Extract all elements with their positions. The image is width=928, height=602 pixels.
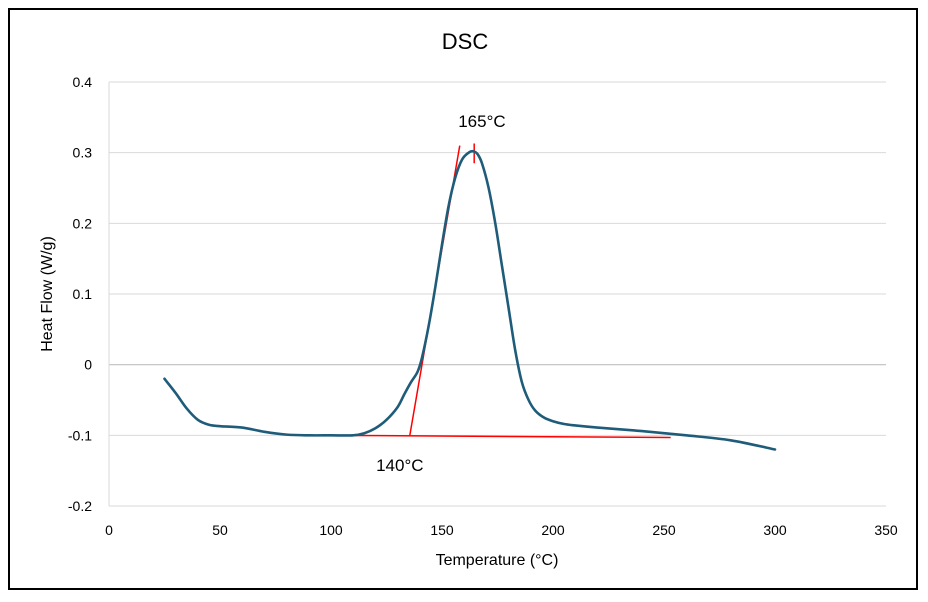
x-axis-label: Temperature (°C) — [436, 552, 559, 569]
x-tick-label: 350 — [874, 522, 898, 538]
axes — [108, 82, 886, 506]
annotation-label: 165°C — [458, 112, 505, 131]
chart-frame — [8, 8, 918, 590]
baseline-tangent-line — [324, 434, 671, 439]
y-tick-label: 0 — [84, 357, 92, 373]
x-tick-label: 0 — [105, 522, 113, 538]
annotations: 165°C 140°C — [376, 112, 506, 475]
annotation-lines — [324, 143, 671, 439]
y-tick-label: -0.2 — [68, 498, 92, 514]
x-tick-label: 150 — [430, 522, 454, 538]
x-tick-label: 250 — [652, 522, 676, 538]
gridlines — [109, 81, 886, 507]
series — [163, 149, 777, 451]
y-tick-label: 0.1 — [73, 286, 93, 302]
y-tick-label: 0.2 — [73, 215, 93, 231]
chart-title: DSC — [442, 29, 489, 54]
y-tick-label: 0.3 — [73, 145, 93, 161]
heat-flow-series-line — [163, 149, 777, 451]
x-tick-label: 300 — [763, 522, 787, 538]
x-tick-label: 100 — [319, 522, 343, 538]
tick-labels: -0.2 -0.1 0 0.1 0.2 0.3 0.4 0 50 100 150 200 250 300 3… — [68, 74, 898, 538]
y-tick-label: -0.1 — [68, 427, 92, 443]
y-tick-label: 0.4 — [73, 74, 93, 90]
y-axis-label: Heat Flow (W/g) — [39, 236, 56, 352]
annotation-label: 140°C — [376, 456, 423, 475]
x-tick-label: 50 — [212, 522, 228, 538]
x-tick-label: 200 — [541, 522, 565, 538]
